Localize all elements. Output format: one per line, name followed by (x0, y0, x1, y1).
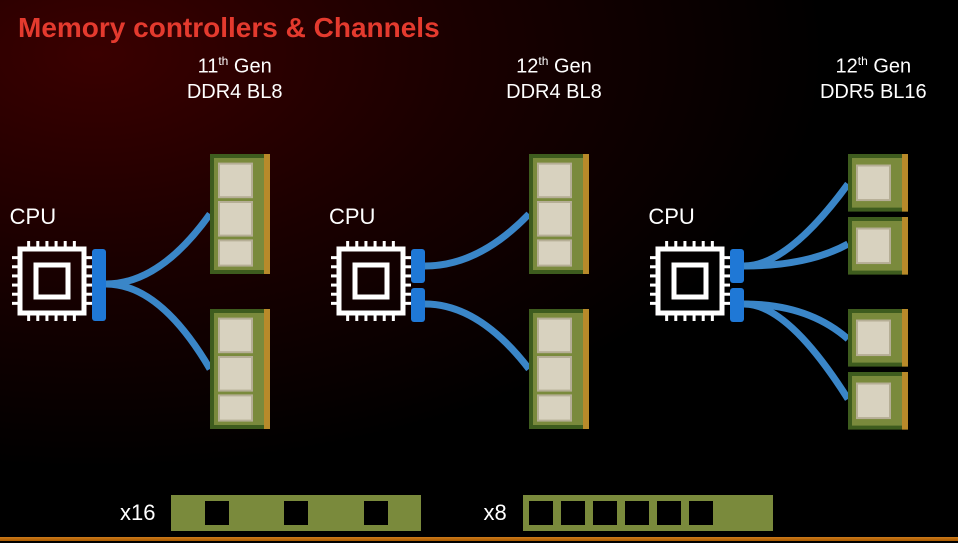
bottom-chip (593, 501, 617, 525)
ram-half-module (848, 154, 908, 217)
memory-controller (411, 249, 425, 288)
bottom-chip (561, 501, 585, 525)
memory-controller (730, 249, 744, 288)
bottom-module (523, 495, 773, 531)
cpu-icon (648, 239, 732, 323)
cpu-icon (10, 239, 94, 323)
bottom-chip (657, 501, 681, 525)
bottom-chip (625, 501, 649, 525)
memory-controller (92, 249, 106, 326)
ram-icon (529, 154, 589, 274)
diagram-column: 11th Gen DDR4 BL8 CPU (10, 54, 310, 434)
memory-controller (411, 288, 425, 327)
bottom-chip (689, 501, 713, 525)
bottom-chip (364, 501, 388, 525)
ram-half-icon (848, 217, 908, 275)
controller-icon (730, 288, 744, 322)
diagram-column: 12th Gen DDR5 BL16 CPU (648, 54, 948, 434)
multiplier-label: x8 (483, 500, 506, 526)
bottom-chip (529, 501, 553, 525)
bottom-row: x16 x8 (120, 495, 773, 531)
cpu-chip (329, 239, 413, 328)
bottom-rule (0, 537, 958, 541)
bottom-module (171, 495, 421, 531)
diagram-column: 12th Gen DDR4 BL8 CPU (329, 54, 629, 434)
ram-icon (210, 154, 270, 274)
ram-module (529, 154, 589, 279)
ram-half-module (848, 309, 908, 372)
multiplier-label: x16 (120, 500, 155, 526)
controller-icon (411, 288, 425, 322)
ram-half-icon (848, 154, 908, 212)
cpu-chip (648, 239, 732, 328)
controller-icon (92, 249, 106, 321)
diagram-columns: 11th Gen DDR4 BL8 CPU 12th Gen DDR4 BL8 … (0, 44, 958, 424)
page-title: Memory controllers & Channels (0, 0, 958, 44)
ram-half-icon (848, 372, 908, 430)
controller-icon (411, 249, 425, 283)
bottom-chip (205, 501, 229, 525)
controller-icon (730, 249, 744, 283)
ram-half-icon (848, 309, 908, 367)
ram-icon (210, 309, 270, 429)
ram-module (210, 154, 270, 279)
cpu-icon (329, 239, 413, 323)
memory-controller (730, 288, 744, 327)
ram-half-module (848, 217, 908, 280)
bottom-chip (284, 501, 308, 525)
ram-module (210, 309, 270, 434)
cpu-chip (10, 239, 94, 328)
ram-icon (529, 309, 589, 429)
ram-half-module (848, 372, 908, 435)
ram-module (529, 309, 589, 434)
